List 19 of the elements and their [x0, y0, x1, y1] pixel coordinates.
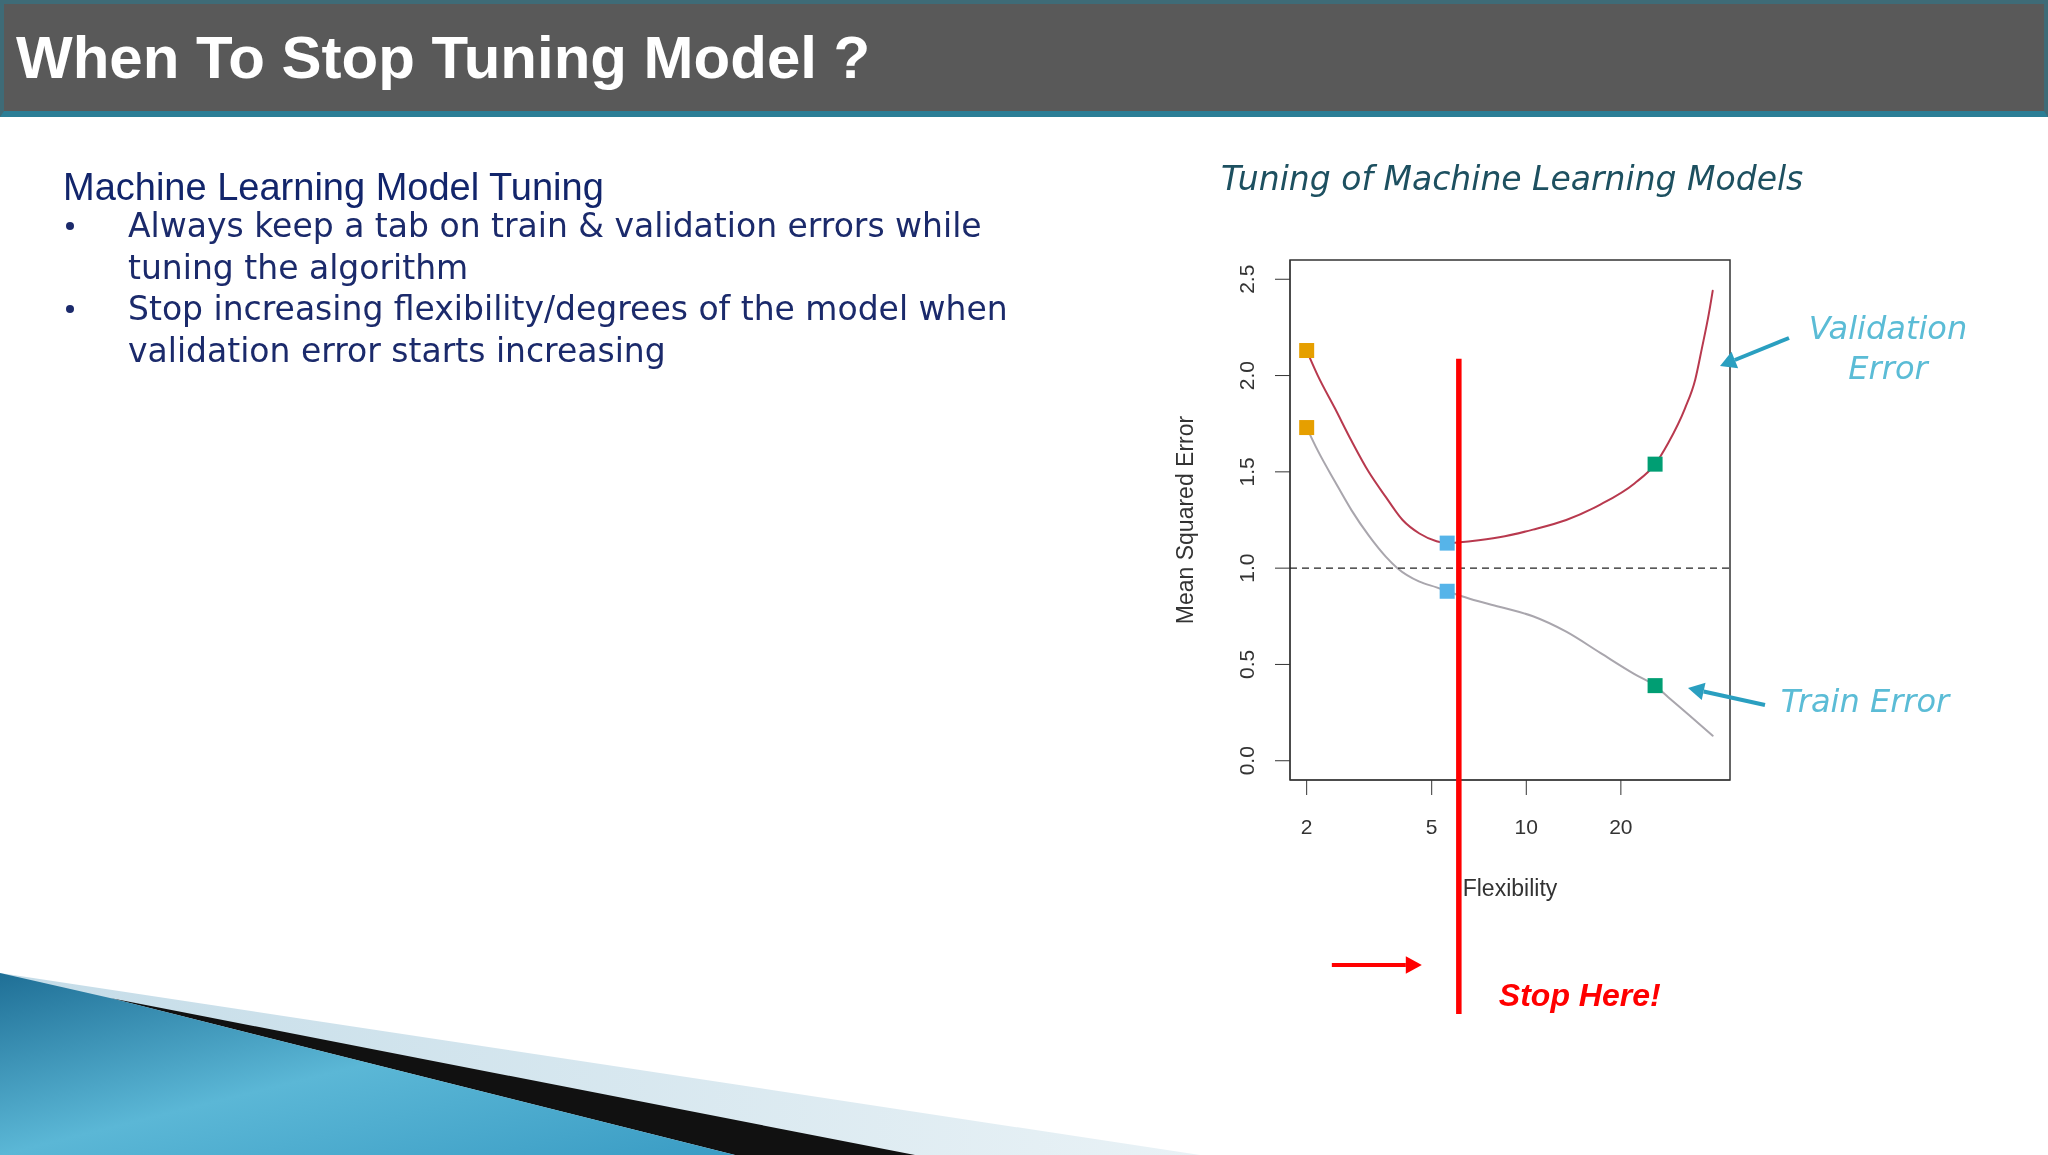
y-axis-title: Mean Squared Error: [1172, 415, 1198, 625]
y-tick-label: 0.0: [1235, 746, 1258, 776]
y-tick-label: 2.0: [1235, 360, 1258, 391]
y-tick-label: 1.0: [1235, 553, 1258, 583]
text: Stop increasing flexibility/degrees of the model when validation error starts increasing: [128, 289, 1008, 370]
x-tick-label: 5: [1425, 814, 1438, 838]
y-tick-label: 1.5: [1235, 457, 1258, 487]
text: Validation Error: [1807, 308, 1969, 388]
x-tick-label: 20: [1609, 814, 1633, 838]
text: Machine Learning Model Tuning: [63, 166, 604, 208]
x-tick-label: 2: [1300, 814, 1313, 838]
chart-subtitle: Tuning of Machine Learning Models: [1221, 159, 1804, 198]
y-tick-label: 0.5: [1235, 649, 1258, 680]
text: Train Error: [1779, 681, 1952, 721]
x-tick-label: 10: [1514, 814, 1538, 838]
y-tick-label: 2.5: [1235, 264, 1258, 294]
x-axis-title: Flexibility: [1462, 875, 1558, 901]
ref-line-label: Stop Here!: [1498, 977, 1661, 1013]
text: When To Stop Tuning Model ?: [16, 24, 871, 92]
